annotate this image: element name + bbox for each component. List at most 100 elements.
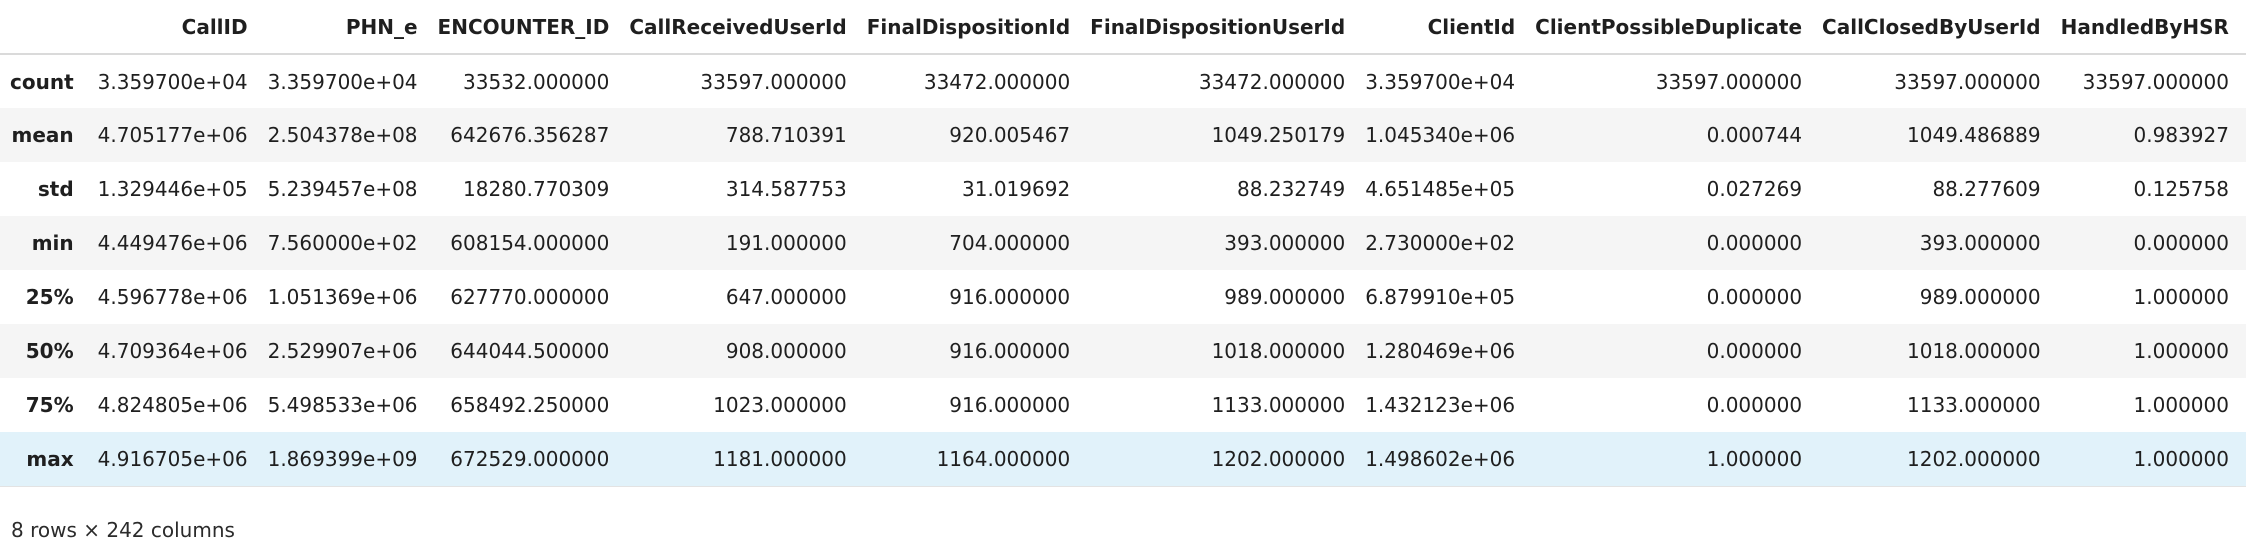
clipped-cell <box>2239 108 2246 162</box>
table-row: 75% 4.824805e+06 5.498533e+06 658492.250… <box>0 378 2246 432</box>
row-label: count <box>10 69 74 94</box>
table-cell: 4.916705e+06 <box>97 446 248 471</box>
table-cell: 1202.000000 <box>1211 446 1346 471</box>
row-label: std <box>37 177 74 201</box>
table-cell: 18280.770309 <box>463 177 610 201</box>
table-cell: 191.000000 <box>725 231 847 255</box>
column-header: HandledByHSR <box>2050 0 2239 55</box>
table-cell: 3.359700e+04 <box>1365 69 1516 94</box>
clipped-cell <box>2239 162 2246 216</box>
row-label: 50% <box>25 339 74 363</box>
table-cell: 4.705177e+06 <box>97 123 248 147</box>
table-cell: 0.000000 <box>1706 339 1803 363</box>
table-cell: 33597.000000 <box>1655 69 1803 94</box>
table-cell: 33597.000000 <box>2082 69 2229 94</box>
table-cell: 33597.000000 <box>1894 69 2041 94</box>
table-cell: 920.005467 <box>949 123 1071 147</box>
header-row: CallID PHN_e ENCOUNTER_ID CallReceivedUs… <box>0 0 2246 55</box>
table-cell: 647.000000 <box>725 285 847 309</box>
table-cell: 2.504378e+08 <box>267 123 418 147</box>
table-row: mean 4.705177e+06 2.504378e+08 642676.35… <box>0 108 2246 162</box>
table-row: std 1.329446e+05 5.239457e+08 18280.7703… <box>0 162 2246 216</box>
table-cell: 314.587753 <box>725 177 847 201</box>
clipped-column-header <box>2238 0 2246 55</box>
index-header <box>0 0 88 55</box>
table-cell: 627770.000000 <box>450 285 610 309</box>
table-cell: 1.498602e+06 <box>1365 446 1516 471</box>
row-label: mean <box>11 123 74 147</box>
table-cell: 916.000000 <box>949 393 1071 417</box>
table-cell: 704.000000 <box>949 231 1071 255</box>
table-row: count 3.359700e+04 3.359700e+04 33532.00… <box>0 54 2246 108</box>
table-cell: 0.027269 <box>1706 177 1803 201</box>
row-label: 25% <box>25 285 74 309</box>
table-cell: 33472.000000 <box>923 69 1071 94</box>
clipped-cell <box>2239 216 2246 270</box>
column-header: FinalDispositionUserId <box>1080 0 1356 55</box>
table-cell: 5.239457e+08 <box>267 177 418 201</box>
table-cell: 393.000000 <box>1919 231 2041 255</box>
table-cell: 4.596778e+06 <box>97 285 248 309</box>
table-cell: 4.709364e+06 <box>97 339 248 363</box>
table-cell: 2.529907e+06 <box>267 339 418 363</box>
describe-table: CallID PHN_e ENCOUNTER_ID CallReceivedUs… <box>0 0 2246 486</box>
table-cell: 788.710391 <box>725 123 847 147</box>
table-cell: 1018.000000 <box>1907 339 2041 363</box>
clipped-cell <box>2239 324 2246 378</box>
column-header: PHN_e <box>257 0 428 55</box>
table-cell: 1023.000000 <box>713 393 847 417</box>
table-cell: 0.125758 <box>2133 177 2229 201</box>
table-cell: 1018.000000 <box>1211 339 1346 363</box>
table-cell: 1.280469e+06 <box>1365 339 1516 363</box>
table-shape-summary: 8 rows × 242 columns <box>11 518 235 542</box>
table-cell: 2.730000e+02 <box>1365 231 1516 255</box>
table-cell: 989.000000 <box>1919 285 2041 309</box>
table-cell: 1.329446e+05 <box>97 177 248 201</box>
table-cell: 1.051369e+06 <box>267 285 418 309</box>
column-header: FinalDispositionId <box>856 0 1081 55</box>
table-cell: 1.000000 <box>2133 285 2229 309</box>
table-cell: 1202.000000 <box>1907 446 2041 471</box>
table-cell: 3.359700e+04 <box>267 69 418 94</box>
table-cell: 0.983927 <box>2133 123 2229 147</box>
table-cell: 1.000000 <box>1706 446 1803 471</box>
row-label: max <box>26 446 74 471</box>
table-cell: 1.000000 <box>2133 446 2229 471</box>
column-header: ClientId <box>1355 0 1526 55</box>
column-header: ENCOUNTER_ID <box>427 0 620 55</box>
row-label: 75% <box>25 393 74 417</box>
table-cell: 0.000000 <box>1706 231 1803 255</box>
table-row: 25% 4.596778e+06 1.051369e+06 627770.000… <box>0 270 2246 324</box>
table-cell: 33532.000000 <box>463 69 610 94</box>
table-cell: 608154.000000 <box>450 231 610 255</box>
table-cell: 1.869399e+09 <box>267 446 418 471</box>
table-cell: 989.000000 <box>1224 285 1346 309</box>
table-cell: 6.879910e+05 <box>1365 285 1516 309</box>
table-cell: 393.000000 <box>1224 231 1346 255</box>
column-header: ClientPossibleDuplicate <box>1525 0 1813 55</box>
table-cell: 0.000744 <box>1706 123 1803 147</box>
column-header: CallReceivedUserId <box>619 0 857 55</box>
table-cell: 31.019692 <box>962 177 1071 201</box>
row-label: min <box>31 231 74 255</box>
table-cell: 4.449476e+06 <box>97 231 248 255</box>
table-cell: 1.000000 <box>2133 393 2229 417</box>
table-cell: 33597.000000 <box>700 69 847 94</box>
column-header: CallID <box>87 0 258 55</box>
table-cell: 644044.500000 <box>450 339 610 363</box>
table-cell: 0.000000 <box>1706 393 1803 417</box>
table-cell: 4.824805e+06 <box>97 393 248 417</box>
table-row[interactable]: max 4.916705e+06 1.869399e+09 672529.000… <box>0 432 2246 486</box>
clipped-cell <box>2239 270 2246 324</box>
table-cell: 5.498533e+06 <box>267 393 418 417</box>
table-cell: 916.000000 <box>949 339 1071 363</box>
table-row: min 4.449476e+06 7.560000e+02 608154.000… <box>0 216 2246 270</box>
table-cell: 672529.000000 <box>450 446 610 471</box>
table-cell: 1.045340e+06 <box>1365 123 1516 147</box>
table-cell: 1.000000 <box>2133 339 2229 363</box>
table-cell: 1049.486889 <box>1907 123 2041 147</box>
table-cell: 7.560000e+02 <box>267 231 418 255</box>
table-cell: 1133.000000 <box>1211 393 1346 417</box>
table-cell: 3.359700e+04 <box>97 69 248 94</box>
